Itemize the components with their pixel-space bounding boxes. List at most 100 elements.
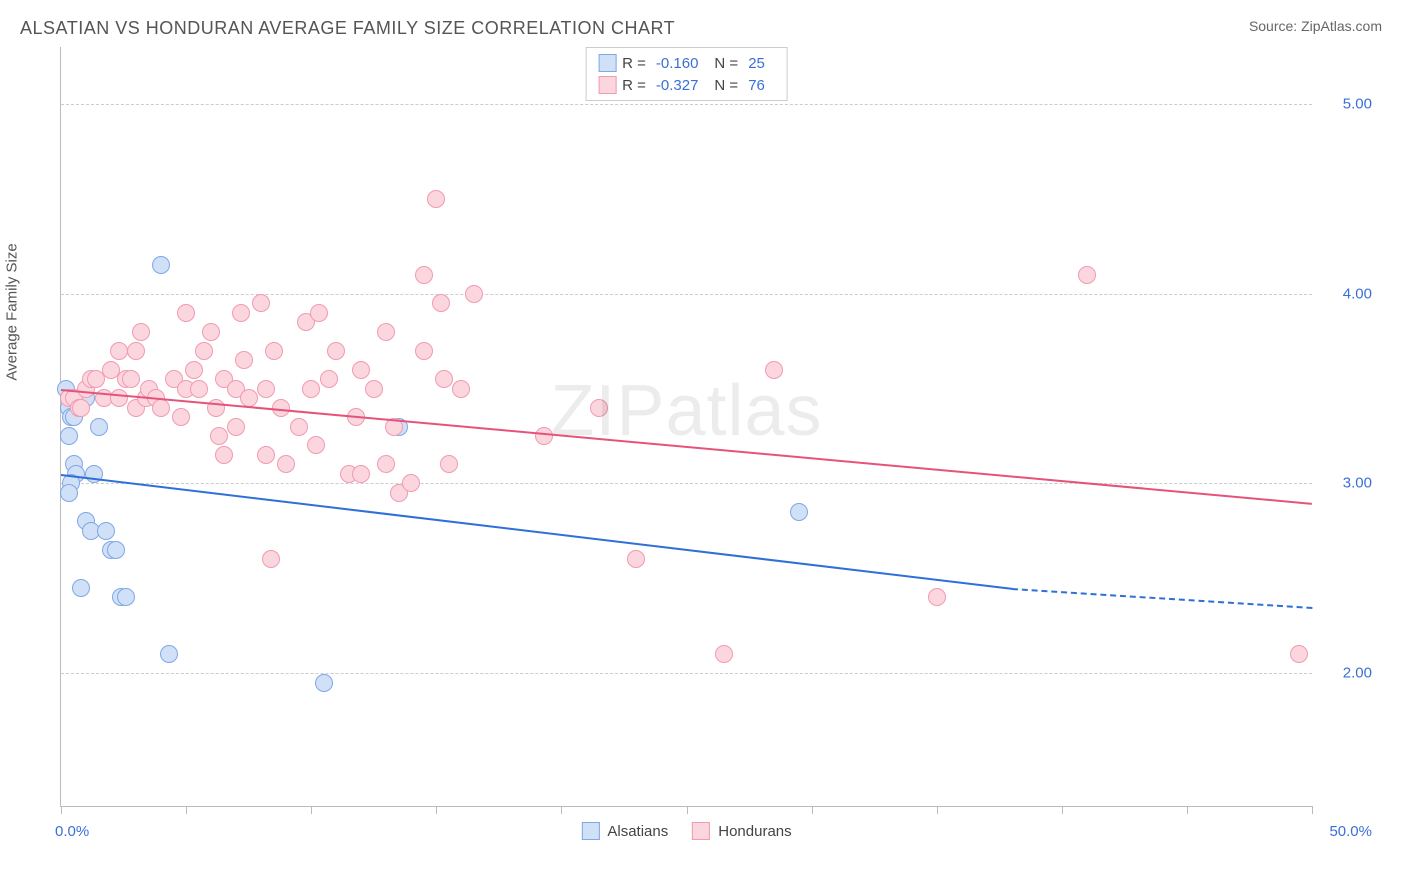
scatter-point — [127, 342, 145, 360]
scatter-point — [265, 342, 283, 360]
scatter-point — [452, 380, 470, 398]
scatter-point — [185, 361, 203, 379]
scatter-point — [440, 455, 458, 473]
scatter-point — [235, 351, 253, 369]
gridline — [61, 483, 1312, 484]
scatter-point — [72, 579, 90, 597]
scatter-point — [107, 541, 125, 559]
scatter-point — [60, 427, 78, 445]
scatter-point — [352, 361, 370, 379]
gridline — [61, 294, 1312, 295]
scatter-point — [535, 427, 553, 445]
scatter-point — [122, 370, 140, 388]
scatter-point — [195, 342, 213, 360]
scatter-point — [207, 399, 225, 417]
scatter-point — [315, 674, 333, 692]
scatter-point — [252, 294, 270, 312]
legend-item-label: Alsatians — [607, 823, 668, 840]
legend-item: Alsatians — [581, 822, 668, 840]
scatter-point — [290, 418, 308, 436]
x-tick — [1312, 806, 1313, 814]
scatter-point — [232, 304, 250, 322]
legend-swatch — [598, 76, 616, 94]
scatter-point — [415, 266, 433, 284]
scatter-point — [257, 380, 275, 398]
scatter-point — [152, 399, 170, 417]
y-tick-label: 3.00 — [1343, 475, 1372, 492]
legend-item-label: Hondurans — [718, 823, 791, 840]
scatter-point — [302, 380, 320, 398]
scatter-point — [310, 304, 328, 322]
scatter-point — [152, 256, 170, 274]
scatter-point — [132, 323, 150, 341]
scatter-point — [60, 484, 78, 502]
scatter-point — [427, 190, 445, 208]
scatter-point — [210, 427, 228, 445]
scatter-point — [117, 588, 135, 606]
gridline — [61, 104, 1312, 105]
x-tick — [436, 806, 437, 814]
scatter-point — [327, 342, 345, 360]
legend-series: Alsatians Hondurans — [581, 822, 791, 840]
scatter-point — [377, 455, 395, 473]
legend-swatch — [598, 54, 616, 72]
y-tick-label: 5.00 — [1343, 95, 1372, 112]
scatter-point — [402, 474, 420, 492]
x-label-max: 50.0% — [1329, 823, 1372, 840]
source-label: Source: ZipAtlas.com — [1249, 18, 1382, 34]
scatter-point — [72, 399, 90, 417]
scatter-point — [928, 588, 946, 606]
legend-r-value: -0.327 — [656, 77, 699, 94]
scatter-point — [277, 455, 295, 473]
trend-line — [61, 474, 1012, 590]
x-tick — [812, 806, 813, 814]
scatter-point — [1290, 645, 1308, 663]
x-tick — [561, 806, 562, 814]
legend-n-value: 76 — [748, 77, 765, 94]
scatter-point — [415, 342, 433, 360]
plot-container: Average Family Size ZIPatlas R =-0.160N … — [50, 47, 1382, 807]
scatter-point — [262, 550, 280, 568]
scatter-point — [190, 380, 208, 398]
x-tick — [937, 806, 938, 814]
scatter-point — [1078, 266, 1096, 284]
scatter-point — [227, 418, 245, 436]
trend-line — [61, 389, 1312, 505]
y-tick-label: 2.00 — [1343, 665, 1372, 682]
legend-n-label: N = — [714, 77, 738, 94]
x-tick — [687, 806, 688, 814]
scatter-point — [240, 389, 258, 407]
scatter-point — [790, 503, 808, 521]
x-tick — [61, 806, 62, 814]
scatter-point — [365, 380, 383, 398]
legend-r-label: R = — [622, 55, 646, 72]
y-tick-label: 4.00 — [1343, 285, 1372, 302]
scatter-point — [435, 370, 453, 388]
scatter-point — [320, 370, 338, 388]
scatter-point — [215, 446, 233, 464]
legend-item: Hondurans — [692, 822, 791, 840]
y-axis-label: Average Family Size — [4, 243, 21, 380]
scatter-point — [202, 323, 220, 341]
scatter-point — [432, 294, 450, 312]
gridline — [61, 673, 1312, 674]
trend-line-extrapolated — [1012, 588, 1312, 609]
legend-stat-row: R =-0.160N =25 — [598, 52, 775, 74]
legend-correlation-box: R =-0.160N =25R =-0.327N =76 — [585, 47, 788, 101]
scatter-point — [352, 465, 370, 483]
legend-swatch — [692, 822, 710, 840]
scatter-point — [765, 361, 783, 379]
legend-swatch — [581, 822, 599, 840]
scatter-point — [307, 436, 325, 454]
scatter-point — [160, 645, 178, 663]
legend-r-label: R = — [622, 77, 646, 94]
scatter-point — [627, 550, 645, 568]
plot-area: ZIPatlas R =-0.160N =25R =-0.327N =76 2.… — [60, 47, 1312, 807]
legend-n-value: 25 — [748, 55, 765, 72]
scatter-point — [377, 323, 395, 341]
x-tick — [1062, 806, 1063, 814]
x-tick — [1187, 806, 1188, 814]
chart-title: ALSATIAN VS HONDURAN AVERAGE FAMILY SIZE… — [20, 18, 675, 39]
scatter-point — [172, 408, 190, 426]
scatter-point — [590, 399, 608, 417]
